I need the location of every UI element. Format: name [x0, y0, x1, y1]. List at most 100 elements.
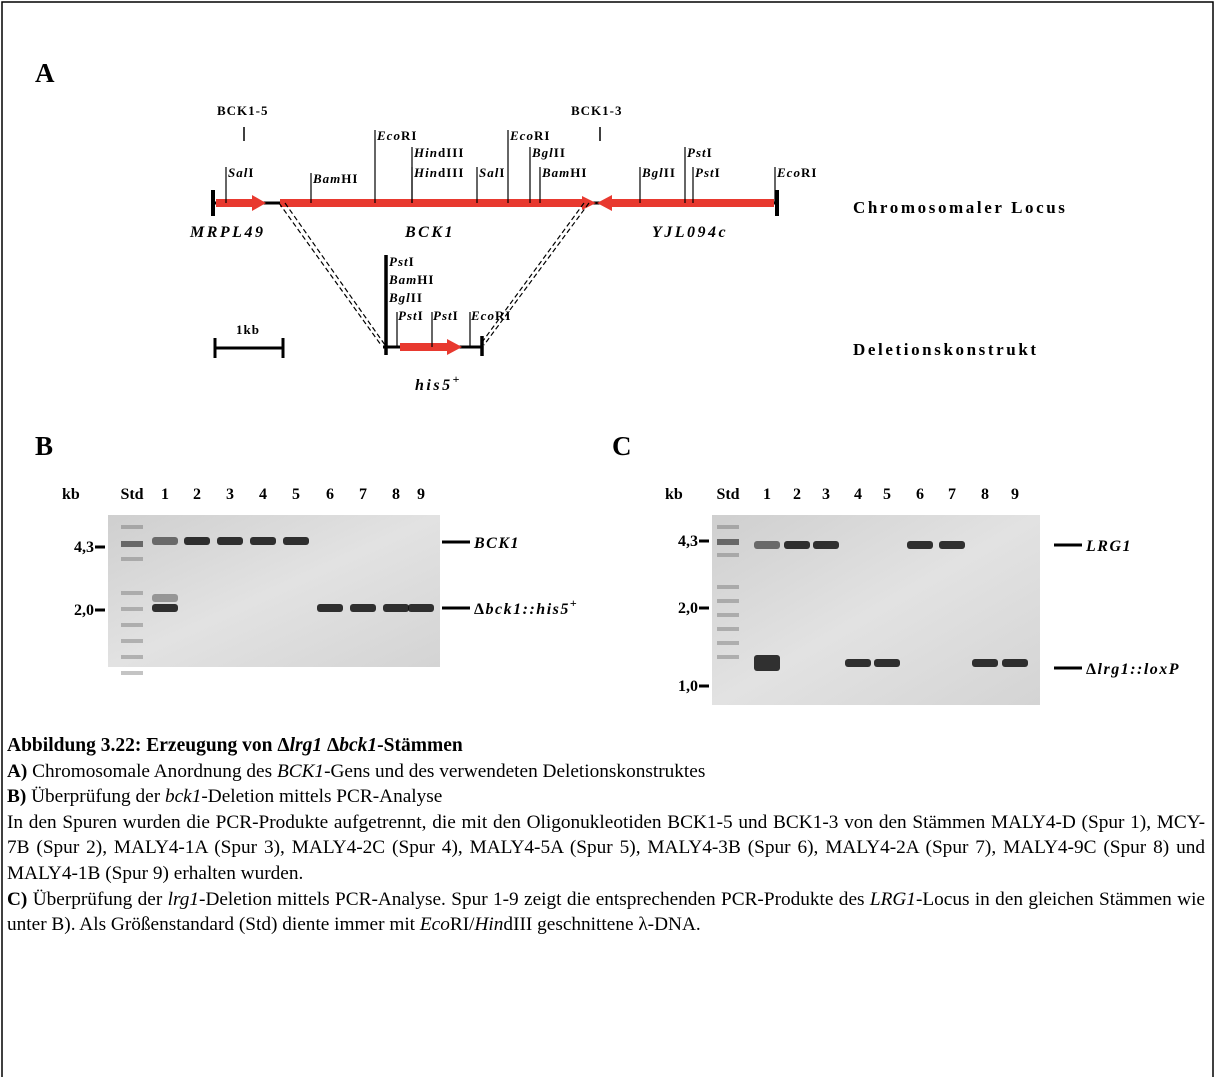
- caption-run: C): [7, 889, 27, 910]
- gene-label: BCK1: [404, 224, 455, 241]
- site-roman: HI: [570, 165, 587, 180]
- gel-band: [874, 659, 900, 667]
- primer-label: BCK1-5: [217, 103, 269, 118]
- gel-band: [283, 537, 309, 545]
- gene-arrow: [597, 195, 612, 211]
- site-label: BglII: [531, 145, 566, 160]
- lane-label: 3: [822, 486, 830, 503]
- caption-run: Abbildung 3.22: Erzeugung von Δ: [7, 735, 290, 756]
- band-label: LRG1: [1085, 538, 1132, 555]
- ladder-band: [121, 541, 143, 547]
- site-roman: I: [418, 308, 424, 323]
- caption-run: RI/: [450, 914, 475, 935]
- gel-band: [972, 659, 998, 667]
- caption-run: LRG1: [870, 889, 916, 910]
- gel-band: [1002, 659, 1028, 667]
- caption-run: Überprüfung der: [27, 889, 167, 910]
- site-label: HindIII: [413, 165, 464, 180]
- site-italic: Eco: [776, 165, 801, 180]
- lane-label: 9: [1011, 486, 1019, 503]
- panel-label: B: [35, 431, 53, 461]
- lane-label: 8: [392, 486, 400, 503]
- figure-page: A B C BCK1-5 BCK1-3 MRPL49 BCK1 YJL094c …: [0, 0, 1216, 1077]
- locus-label: Chromosomaler Locus: [853, 198, 1068, 217]
- caption-title: Abbildung 3.22: Erzeugung von Δlrg1 Δbck…: [7, 733, 1205, 759]
- caption-run: lrg1: [168, 889, 199, 910]
- site-roman: II: [411, 290, 423, 305]
- site-label: PstI: [389, 254, 415, 269]
- locus-map: [213, 127, 777, 358]
- site-label: EcoRI: [470, 308, 511, 323]
- site-label: BamHI: [312, 171, 358, 186]
- site-italic: Bgl: [388, 290, 411, 305]
- caption-run: B): [7, 786, 26, 807]
- size-marker: 1,0: [678, 678, 698, 695]
- lane-label: 5: [292, 486, 300, 503]
- caption-run: -Deletion mittels PCR-Analyse: [201, 786, 442, 807]
- ladder-band: [717, 655, 739, 659]
- site-roman: I: [453, 308, 459, 323]
- site-roman: RI: [534, 128, 550, 143]
- gene-sup: +: [453, 372, 462, 386]
- band-prefix: Δ: [1086, 661, 1098, 678]
- site-italic: Bam: [541, 165, 570, 180]
- ladder-band: [121, 607, 143, 611]
- band-sup: +: [570, 596, 578, 610]
- lane-label: 6: [916, 486, 924, 503]
- ladder-band: [717, 525, 739, 529]
- scale-bar: [215, 338, 283, 358]
- site-label: PstI: [695, 165, 721, 180]
- lane-label: 3: [226, 486, 234, 503]
- ladder-band: [121, 671, 143, 675]
- band-label: BCK1: [473, 535, 520, 552]
- site-roman: I: [499, 165, 505, 180]
- site-italic: Pst: [687, 145, 707, 160]
- gel-band: [784, 541, 810, 549]
- band-label: Δbck1::his5+: [474, 596, 578, 618]
- caption-run: bck1: [339, 735, 377, 756]
- gene-arrow: [447, 339, 462, 355]
- gene-label: MRPL49: [189, 224, 265, 241]
- site-roman: II: [664, 165, 676, 180]
- lane-label: 7: [359, 486, 367, 503]
- band-prefix: Δ: [474, 601, 486, 618]
- caption-paragraph: In den Spuren wurden die PCR-Produkte au…: [7, 810, 1205, 887]
- site-italic: Eco: [470, 308, 495, 323]
- panel-label: A: [35, 58, 55, 88]
- caption-run: dIII geschnittene λ-DNA.: [503, 914, 700, 935]
- site-roman: I: [707, 145, 713, 160]
- caption-run: Überprüfung der: [26, 786, 165, 807]
- site-roman: dIII: [438, 165, 464, 180]
- band-name: bck1::his5: [486, 601, 570, 618]
- caption-run: Eco: [420, 914, 450, 935]
- gel-band: [217, 537, 243, 545]
- site-roman: dIII: [438, 145, 464, 160]
- ladder-band: [717, 539, 739, 545]
- construct-label: Deletionskonstrukt: [853, 340, 1039, 359]
- caption-run: -Stämmen: [377, 735, 463, 756]
- caption: Abbildung 3.22: Erzeugung von Δlrg1 Δbck…: [7, 733, 1205, 938]
- gel-band: [152, 537, 178, 545]
- site-roman: RI: [801, 165, 817, 180]
- ladder-band: [121, 525, 143, 529]
- site-roman: I: [248, 165, 254, 180]
- gel-band: [408, 604, 434, 612]
- site-roman: HI: [341, 171, 358, 186]
- ladder-band: [717, 613, 739, 617]
- gel-band: [754, 541, 780, 549]
- site-italic: Bgl: [531, 145, 554, 160]
- band-name: BCK1: [473, 535, 520, 552]
- gel-band: [184, 537, 210, 545]
- site-label: SalI: [479, 165, 505, 180]
- site-label: BamHI: [388, 272, 434, 287]
- ladder-band: [717, 553, 739, 557]
- site-italic: Bgl: [641, 165, 664, 180]
- site-label: EcoRI: [776, 165, 817, 180]
- site-label: EcoRI: [509, 128, 550, 143]
- caption-run: -Gens und des verwendeten Deletionskonst…: [324, 761, 705, 782]
- site-label: BamHI: [541, 165, 587, 180]
- lane-label: 1: [161, 486, 169, 503]
- lane-label: 7: [948, 486, 956, 503]
- caption-paragraph: A) Chromosomale Anordnung des BCK1-Gens …: [7, 759, 1205, 785]
- caption-paragraph: B) Überprüfung der bck1-Deletion mittels…: [7, 784, 1205, 810]
